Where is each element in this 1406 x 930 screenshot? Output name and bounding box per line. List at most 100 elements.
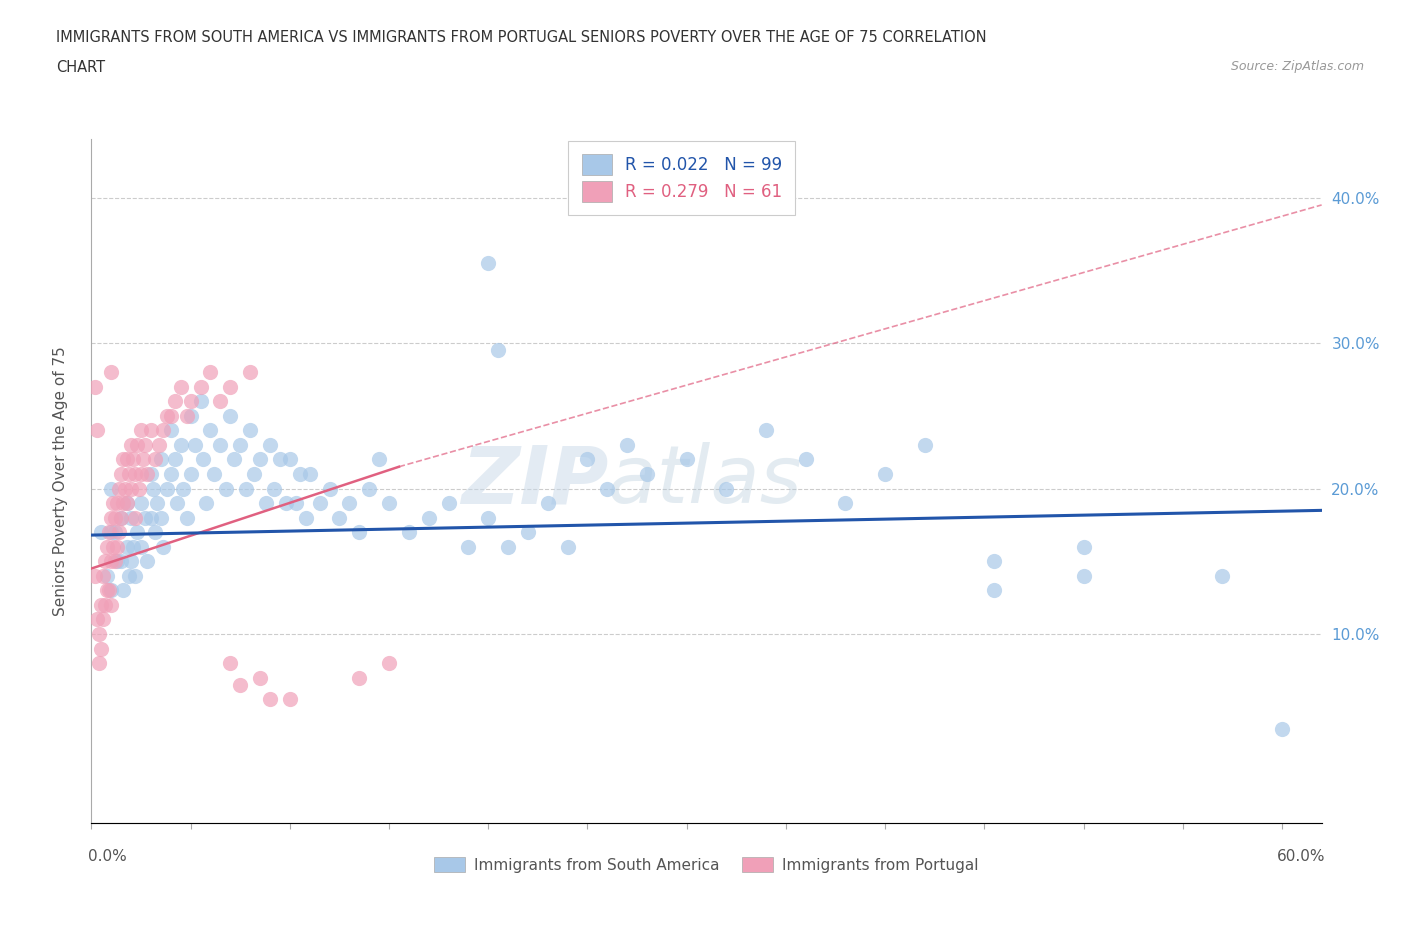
Point bbox=[235, 481, 257, 496]
Point bbox=[128, 481, 150, 496]
Point bbox=[139, 511, 162, 525]
Point bbox=[94, 597, 117, 612]
Point bbox=[152, 539, 174, 554]
Point bbox=[136, 554, 159, 569]
Point bbox=[675, 452, 697, 467]
Point bbox=[129, 467, 152, 482]
Point bbox=[1271, 721, 1294, 736]
Point bbox=[486, 343, 509, 358]
Point bbox=[176, 511, 198, 525]
Point bbox=[516, 525, 538, 539]
Point bbox=[477, 511, 499, 525]
Point bbox=[91, 568, 114, 583]
Point bbox=[172, 481, 194, 496]
Point bbox=[100, 554, 122, 569]
Point bbox=[103, 539, 125, 554]
Point bbox=[120, 481, 142, 496]
Point bbox=[122, 539, 145, 554]
Point bbox=[125, 437, 148, 452]
Point bbox=[834, 496, 856, 511]
Point bbox=[359, 481, 381, 496]
Point bbox=[163, 393, 186, 408]
Point bbox=[229, 437, 252, 452]
Text: 60.0%: 60.0% bbox=[1277, 849, 1326, 864]
Point bbox=[349, 671, 371, 685]
Point bbox=[110, 467, 132, 482]
Point bbox=[794, 452, 817, 467]
Point bbox=[105, 554, 128, 569]
Point bbox=[557, 539, 579, 554]
Point bbox=[100, 365, 122, 379]
Point bbox=[159, 467, 181, 482]
Point bbox=[98, 525, 121, 539]
Point bbox=[94, 554, 117, 569]
Point bbox=[139, 467, 162, 482]
Point bbox=[125, 525, 148, 539]
Text: IMMIGRANTS FROM SOUTH AMERICA VS IMMIGRANTS FROM PORTUGAL SENIORS POVERTY OVER T: IMMIGRANTS FROM SOUTH AMERICA VS IMMIGRA… bbox=[56, 30, 987, 45]
Point bbox=[120, 554, 142, 569]
Point bbox=[278, 692, 301, 707]
Point bbox=[288, 467, 311, 482]
Point bbox=[616, 437, 638, 452]
Point bbox=[115, 496, 138, 511]
Point bbox=[254, 496, 277, 511]
Point bbox=[202, 467, 225, 482]
Point bbox=[156, 481, 179, 496]
Point bbox=[118, 568, 141, 583]
Text: 0.0%: 0.0% bbox=[87, 849, 127, 864]
Point bbox=[716, 481, 738, 496]
Point bbox=[983, 583, 1005, 598]
Point bbox=[124, 467, 146, 482]
Point bbox=[195, 496, 218, 511]
Point bbox=[368, 452, 391, 467]
Point bbox=[96, 568, 118, 583]
Point bbox=[190, 379, 212, 394]
Point bbox=[110, 511, 132, 525]
Point bbox=[183, 437, 205, 452]
Point bbox=[100, 481, 122, 496]
Point bbox=[136, 467, 159, 482]
Point bbox=[398, 525, 420, 539]
Point bbox=[191, 452, 214, 467]
Point bbox=[875, 467, 897, 482]
Point bbox=[170, 437, 193, 452]
Point bbox=[983, 554, 1005, 569]
Point bbox=[105, 496, 128, 511]
Point bbox=[104, 511, 127, 525]
Point bbox=[129, 496, 152, 511]
Point bbox=[108, 525, 131, 539]
Point bbox=[96, 583, 118, 598]
Point bbox=[115, 452, 138, 467]
Point bbox=[170, 379, 193, 394]
Point bbox=[115, 496, 138, 511]
Point bbox=[110, 511, 132, 525]
Point bbox=[180, 393, 202, 408]
Point bbox=[755, 423, 778, 438]
Point bbox=[148, 437, 170, 452]
Point bbox=[112, 452, 135, 467]
Point bbox=[378, 496, 401, 511]
Point bbox=[146, 496, 169, 511]
Point bbox=[215, 481, 238, 496]
Point bbox=[457, 539, 479, 554]
Point bbox=[143, 452, 166, 467]
Point bbox=[274, 496, 297, 511]
Y-axis label: Seniors Poverty Over the Age of 75: Seniors Poverty Over the Age of 75 bbox=[53, 346, 67, 617]
Point bbox=[105, 539, 128, 554]
Point bbox=[156, 408, 179, 423]
Point bbox=[200, 365, 222, 379]
Point bbox=[104, 525, 127, 539]
Point bbox=[112, 496, 135, 511]
Point bbox=[124, 511, 146, 525]
Point bbox=[219, 656, 242, 671]
Point bbox=[96, 539, 118, 554]
Point bbox=[142, 481, 165, 496]
Point bbox=[224, 452, 246, 467]
Point bbox=[180, 467, 202, 482]
Point bbox=[100, 583, 122, 598]
Point bbox=[163, 452, 186, 467]
Point bbox=[259, 692, 281, 707]
Point bbox=[129, 539, 152, 554]
Point bbox=[143, 525, 166, 539]
Point bbox=[328, 511, 350, 525]
